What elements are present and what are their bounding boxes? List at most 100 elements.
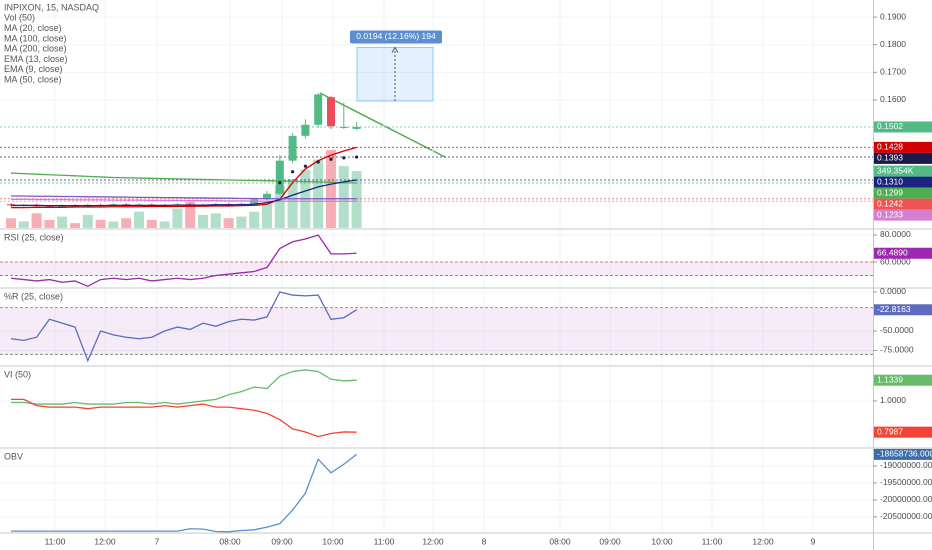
volume-bar <box>249 211 260 228</box>
y-tick-label: 60.0000 <box>880 256 911 266</box>
price-tag <box>874 374 932 386</box>
candle-body <box>314 94 323 125</box>
y-tick-label: -19000000.0000 <box>880 460 932 470</box>
ema-dot <box>303 164 307 168</box>
legend-entry: EMA (9, close) <box>4 64 63 74</box>
price-tag-label: 0.1299 <box>877 187 903 197</box>
volume-bar <box>274 185 285 228</box>
y-tick-label: 1.0000 <box>880 395 906 405</box>
price-tag-label: 1.1339 <box>877 374 903 384</box>
volume-bar <box>338 166 349 228</box>
trend-line <box>319 92 446 158</box>
candle-body <box>327 97 335 127</box>
time-label: 09:00 <box>271 536 293 546</box>
price-tag <box>874 209 932 221</box>
measure-label-bg <box>350 30 442 44</box>
legend-entry: MA (20, close) <box>4 23 62 33</box>
time-label: 10:00 <box>651 536 673 546</box>
time-label: 11:00 <box>45 536 66 546</box>
y-tick-label: 0.1900 <box>880 11 906 21</box>
indicator-line <box>11 369 357 405</box>
price-tag <box>874 426 932 438</box>
volume-bar <box>287 179 298 228</box>
ema-dot <box>278 181 282 185</box>
price-tag <box>874 247 932 259</box>
volume-bar <box>351 171 362 228</box>
time-label: 08:00 <box>219 536 241 546</box>
candle-body <box>301 124 310 136</box>
volume-bar <box>236 216 247 228</box>
price-tag <box>874 448 932 460</box>
time-label: 12:00 <box>94 536 116 546</box>
legend-entry: MA (50, close) <box>4 74 62 84</box>
volume-bar <box>159 221 170 228</box>
y-tick-label: 0.1800 <box>880 39 906 49</box>
volume-bar <box>223 218 234 228</box>
ema-dot <box>329 157 333 161</box>
volume-bar <box>313 159 324 228</box>
time-label: 10:00 <box>322 536 344 546</box>
volume-bar <box>198 214 208 228</box>
price-tag <box>874 152 932 164</box>
y-tick-label: -20000000.0000 <box>880 494 932 504</box>
legend-entry: INPIXON, 15, NASDAQ <box>4 2 99 12</box>
pane-title: VI (50) <box>4 369 31 379</box>
price-tag <box>874 304 932 316</box>
band-fill <box>0 307 873 355</box>
time-label: 11:00 <box>374 536 395 546</box>
y-tick-label: 0.1600 <box>880 94 906 104</box>
indicator-line <box>11 198 357 202</box>
candle-body <box>352 126 361 129</box>
pane-title: %R (25, close) <box>4 291 63 301</box>
price-tag <box>874 165 932 177</box>
band-fill <box>0 262 873 276</box>
ema-dot <box>291 170 295 174</box>
y-tick-label: 0.1700 <box>880 67 906 77</box>
price-tag <box>874 187 932 199</box>
volume-bar <box>95 219 106 228</box>
candle-body <box>339 126 348 128</box>
price-tag <box>874 198 932 210</box>
pane-title: OBV <box>4 451 23 461</box>
time-label: 12:00 <box>752 536 774 546</box>
legend-entry: MA (100, close) <box>4 33 67 43</box>
legend-entry: Vol (50) <box>4 13 35 23</box>
indicator-line <box>10 291 357 363</box>
indicator-line <box>11 398 357 438</box>
price-tag <box>874 176 932 188</box>
legend-entry: MA (200, close) <box>4 44 67 54</box>
price-tag-label: 66.4890 <box>877 247 908 257</box>
y-tick-label: 80.0000 <box>880 229 911 239</box>
price-tag-label: -22.8163 <box>877 304 911 314</box>
y-tick-label: -50.0000 <box>880 325 914 335</box>
time-label: 11:00 <box>702 536 723 546</box>
volume-bar <box>146 219 157 228</box>
price-tag <box>874 121 932 133</box>
measure-arrowhead <box>391 46 399 53</box>
indicator-line <box>11 453 357 533</box>
volume-bar <box>262 203 272 228</box>
time-label: 9 <box>811 536 816 546</box>
volume-bar <box>57 216 68 228</box>
time-label: 12:00 <box>422 536 444 546</box>
price-tag-label: 0.1310 <box>877 176 903 186</box>
volume-bar <box>70 223 80 228</box>
ema-dot <box>316 160 320 164</box>
candle-body <box>288 135 297 161</box>
ema-dot <box>342 156 346 160</box>
volume-bar <box>210 213 221 228</box>
y-tick-label: 0.0000 <box>880 286 906 296</box>
legend-entry: EMA (13, close) <box>4 54 68 64</box>
candle-body <box>275 160 284 194</box>
volume-bar <box>18 221 29 228</box>
y-tick-label: -20500000.0000 <box>880 511 932 521</box>
measure-label: 0.0194 (12.16%) 194 <box>356 31 436 41</box>
time-label: 09:00 <box>599 536 621 546</box>
price-tag-label: 0.7987 <box>877 426 903 436</box>
pane-title: RSI (25, close) <box>4 232 64 242</box>
time-label: 08:00 <box>549 536 571 546</box>
indicator-line <box>10 172 357 184</box>
volume-bar <box>134 211 144 228</box>
volume-bar <box>6 218 16 228</box>
